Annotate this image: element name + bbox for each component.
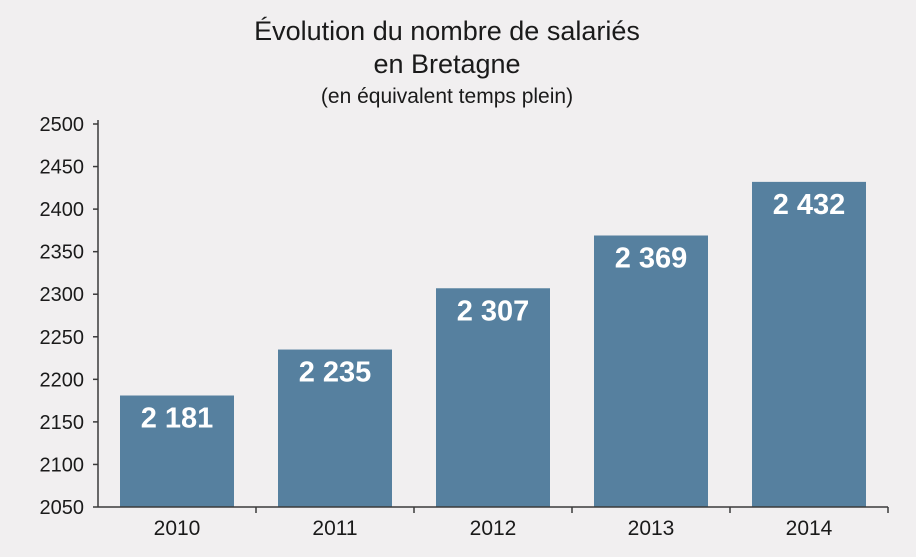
x-axis: 2010 2011 2012 2013 2014 <box>98 506 889 540</box>
y-tick-label: 2500 <box>40 114 85 136</box>
bar-value-label: 2 235 <box>299 357 372 389</box>
y-tick-label: 2100 <box>40 454 85 476</box>
y-tick-label: 2150 <box>40 412 85 434</box>
y-tick-label: 2350 <box>40 242 85 264</box>
y-tick-label: 2200 <box>40 369 85 391</box>
y-tick-label: 2300 <box>40 284 85 306</box>
y-tick-label: 2050 <box>40 497 85 519</box>
y-axis: 2050 2100 2150 2200 2250 2300 2350 2400 2450 2500 <box>40 114 99 519</box>
chart-title-line2: en Bretagne <box>373 49 520 79</box>
y-tick-label: 2450 <box>40 157 85 179</box>
bar-value-label: 2 181 <box>141 403 214 435</box>
y-tick-label: 2400 <box>40 199 85 221</box>
bar-value-label: 2 369 <box>615 242 688 274</box>
bar-2013 <box>594 235 708 508</box>
bar-2012 <box>436 288 550 507</box>
x-category-label: 2010 <box>154 517 201 540</box>
y-tick-label: 2250 <box>40 327 85 349</box>
bar-2014 <box>752 181 866 507</box>
bar-2010 <box>120 395 234 507</box>
x-category-label: 2011 <box>312 517 357 540</box>
bar-value-label: 2 307 <box>457 295 530 327</box>
bar-2011 <box>278 349 392 507</box>
x-category-label: 2012 <box>470 517 517 540</box>
bar-value-label: 2 432 <box>773 189 846 221</box>
chart-title: Évolution du nombre de salariés <box>254 16 640 46</box>
bars-group: 2 181 2 235 2 307 2 369 2 432 <box>120 181 866 508</box>
x-category-label: 2014 <box>786 517 833 540</box>
x-category-label: 2013 <box>628 517 675 540</box>
chart-subtitle: (en équivalent temps plein) <box>321 85 573 108</box>
